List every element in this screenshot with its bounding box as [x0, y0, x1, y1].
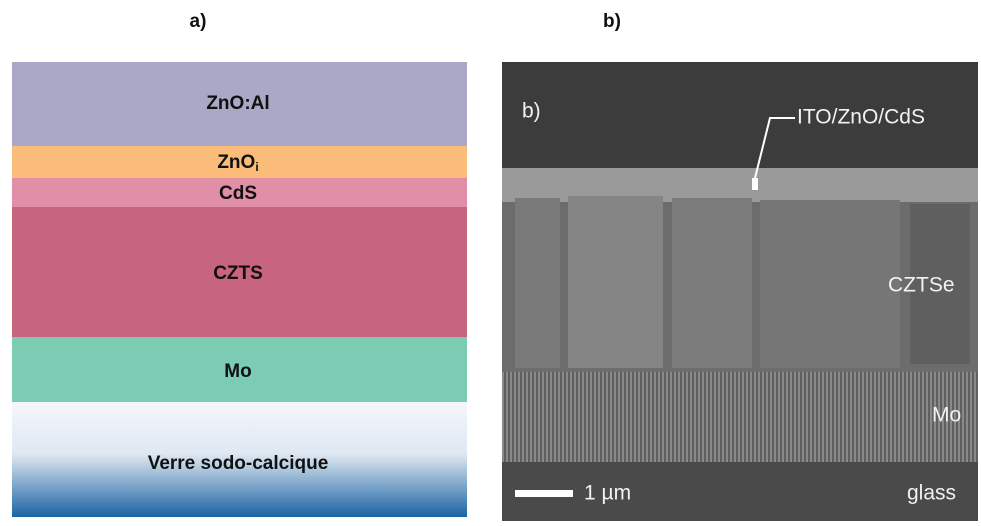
inset-label: b) — [522, 100, 541, 123]
layer-label: ZnOi — [217, 152, 258, 174]
layer-label: Mo — [224, 361, 251, 382]
annotation: CZTSe — [888, 274, 955, 297]
panel-label: b) — [603, 11, 621, 32]
layer-label: Verre sodo-calcique — [148, 453, 329, 474]
layer-label: ZnO:Al — [206, 93, 269, 114]
layer-label: ZnO — [217, 152, 255, 173]
annotation: glass — [907, 482, 956, 505]
panel-label: a) — [190, 11, 207, 32]
scale-label: 1 µm — [584, 482, 631, 505]
layer-label: CZTS — [213, 263, 263, 284]
layer-label: CdS — [219, 183, 257, 204]
annotation: ITO/ZnO/CdS — [797, 106, 925, 129]
figure: a) b) ZnO:Al ZnOi CdS CZTS Mo Verre sodo… — [0, 0, 981, 521]
subscript: i — [255, 160, 258, 174]
annotation: Mo — [932, 404, 961, 427]
